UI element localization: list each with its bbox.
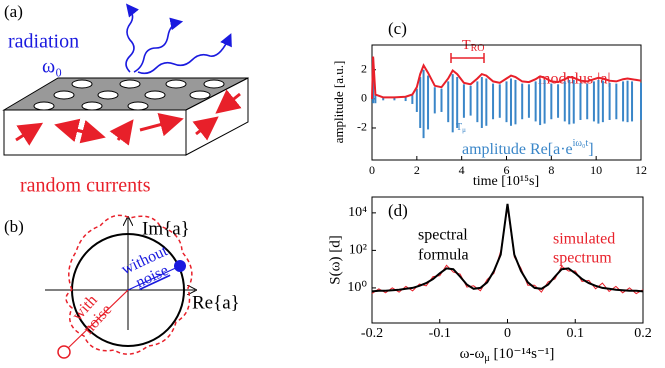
y-tick-label: 10⁰ <box>347 280 367 295</box>
noisy-path <box>65 214 193 355</box>
state-with-noise <box>57 345 71 359</box>
label-main: ω-ω <box>460 346 485 362</box>
panel-a: (a) radiation ω₀ random currents <box>2 2 249 197</box>
label-tail: ] <box>588 141 593 158</box>
annotation-sub: RO <box>471 43 485 54</box>
series-label: amplitude Re[a·eiω₀t] <box>462 138 594 157</box>
label-tail: [10⁻¹⁴s⁻¹] <box>490 346 555 362</box>
panel-label: (b) <box>4 217 24 236</box>
series-label: modulus |a| <box>538 71 611 88</box>
series-label: simulated <box>553 231 615 248</box>
current-arrows <box>15 89 242 146</box>
period-bracket <box>450 53 485 63</box>
radius-without-noise <box>127 265 181 291</box>
y-axis-label: amplitude [a.u.] <box>331 61 346 144</box>
x-tick-label: 10 <box>590 163 602 177</box>
x-tick-label: -0.2 <box>361 326 383 341</box>
panel-label: (c) <box>388 19 407 38</box>
series-line <box>371 56 642 99</box>
x-tick-label: 0.1 <box>567 326 585 341</box>
label-main: amplitude Re[a·e <box>462 141 573 158</box>
x-tick-label: 8 <box>548 163 554 177</box>
radiation-label: radiation <box>8 31 79 53</box>
x-tick-label: 0.2 <box>634 326 652 341</box>
annotation: TRO <box>462 38 484 54</box>
series-label: spectral <box>418 227 468 244</box>
annotation-main: T <box>456 122 462 133</box>
currents-label: random currents <box>20 175 151 197</box>
series-label: spectrum <box>553 250 612 267</box>
with-noise-label: with noise <box>69 292 115 338</box>
x-tick-label: 2 <box>414 163 420 177</box>
y-tick-label: 10⁴ <box>348 205 367 220</box>
annotation: Tμ <box>456 122 466 133</box>
y-axis-label: S(ω) [d] <box>327 235 343 284</box>
state-without-noise <box>174 260 186 272</box>
label-sub: μ <box>484 353 489 364</box>
x-tick-label: 6 <box>504 163 510 177</box>
x-axis-label: ω-ωμ [10⁻¹⁴s⁻¹] <box>460 346 555 364</box>
panel-label: (d) <box>388 201 408 220</box>
y-tick-label: 10² <box>349 243 367 258</box>
radius-with-noise <box>65 289 129 351</box>
y-tick-label: 2 <box>361 61 367 75</box>
holes <box>33 79 225 111</box>
x-tick-label: 12 <box>635 163 647 177</box>
panel-b: (b) Im{a} Re{a} without noise with noise <box>4 214 240 359</box>
annotation-main: T <box>462 38 471 53</box>
frequency-label: ω₀ <box>42 56 62 78</box>
re-axis-label: Re{a} <box>192 292 240 313</box>
annotation-sub: μ <box>462 126 466 134</box>
x-tick-label: 4 <box>459 163 465 177</box>
y-tick-label: -2 <box>357 120 367 134</box>
y-tick-label: 0 <box>361 91 367 105</box>
x-tick-label: 0 <box>504 326 511 341</box>
im-axis-label: Im{a} <box>142 218 190 239</box>
x-tick-label: 0 <box>369 163 375 177</box>
x-axis-label: time [10¹⁵s] <box>473 174 539 189</box>
panel-label: (a) <box>4 2 23 21</box>
series-label: formula <box>418 247 469 264</box>
x-tick-label: -0.1 <box>429 326 451 341</box>
slab-front <box>3 109 187 156</box>
label-sup: iω₀t <box>573 138 589 149</box>
radiation-waves <box>125 3 232 75</box>
series-line <box>371 203 644 293</box>
